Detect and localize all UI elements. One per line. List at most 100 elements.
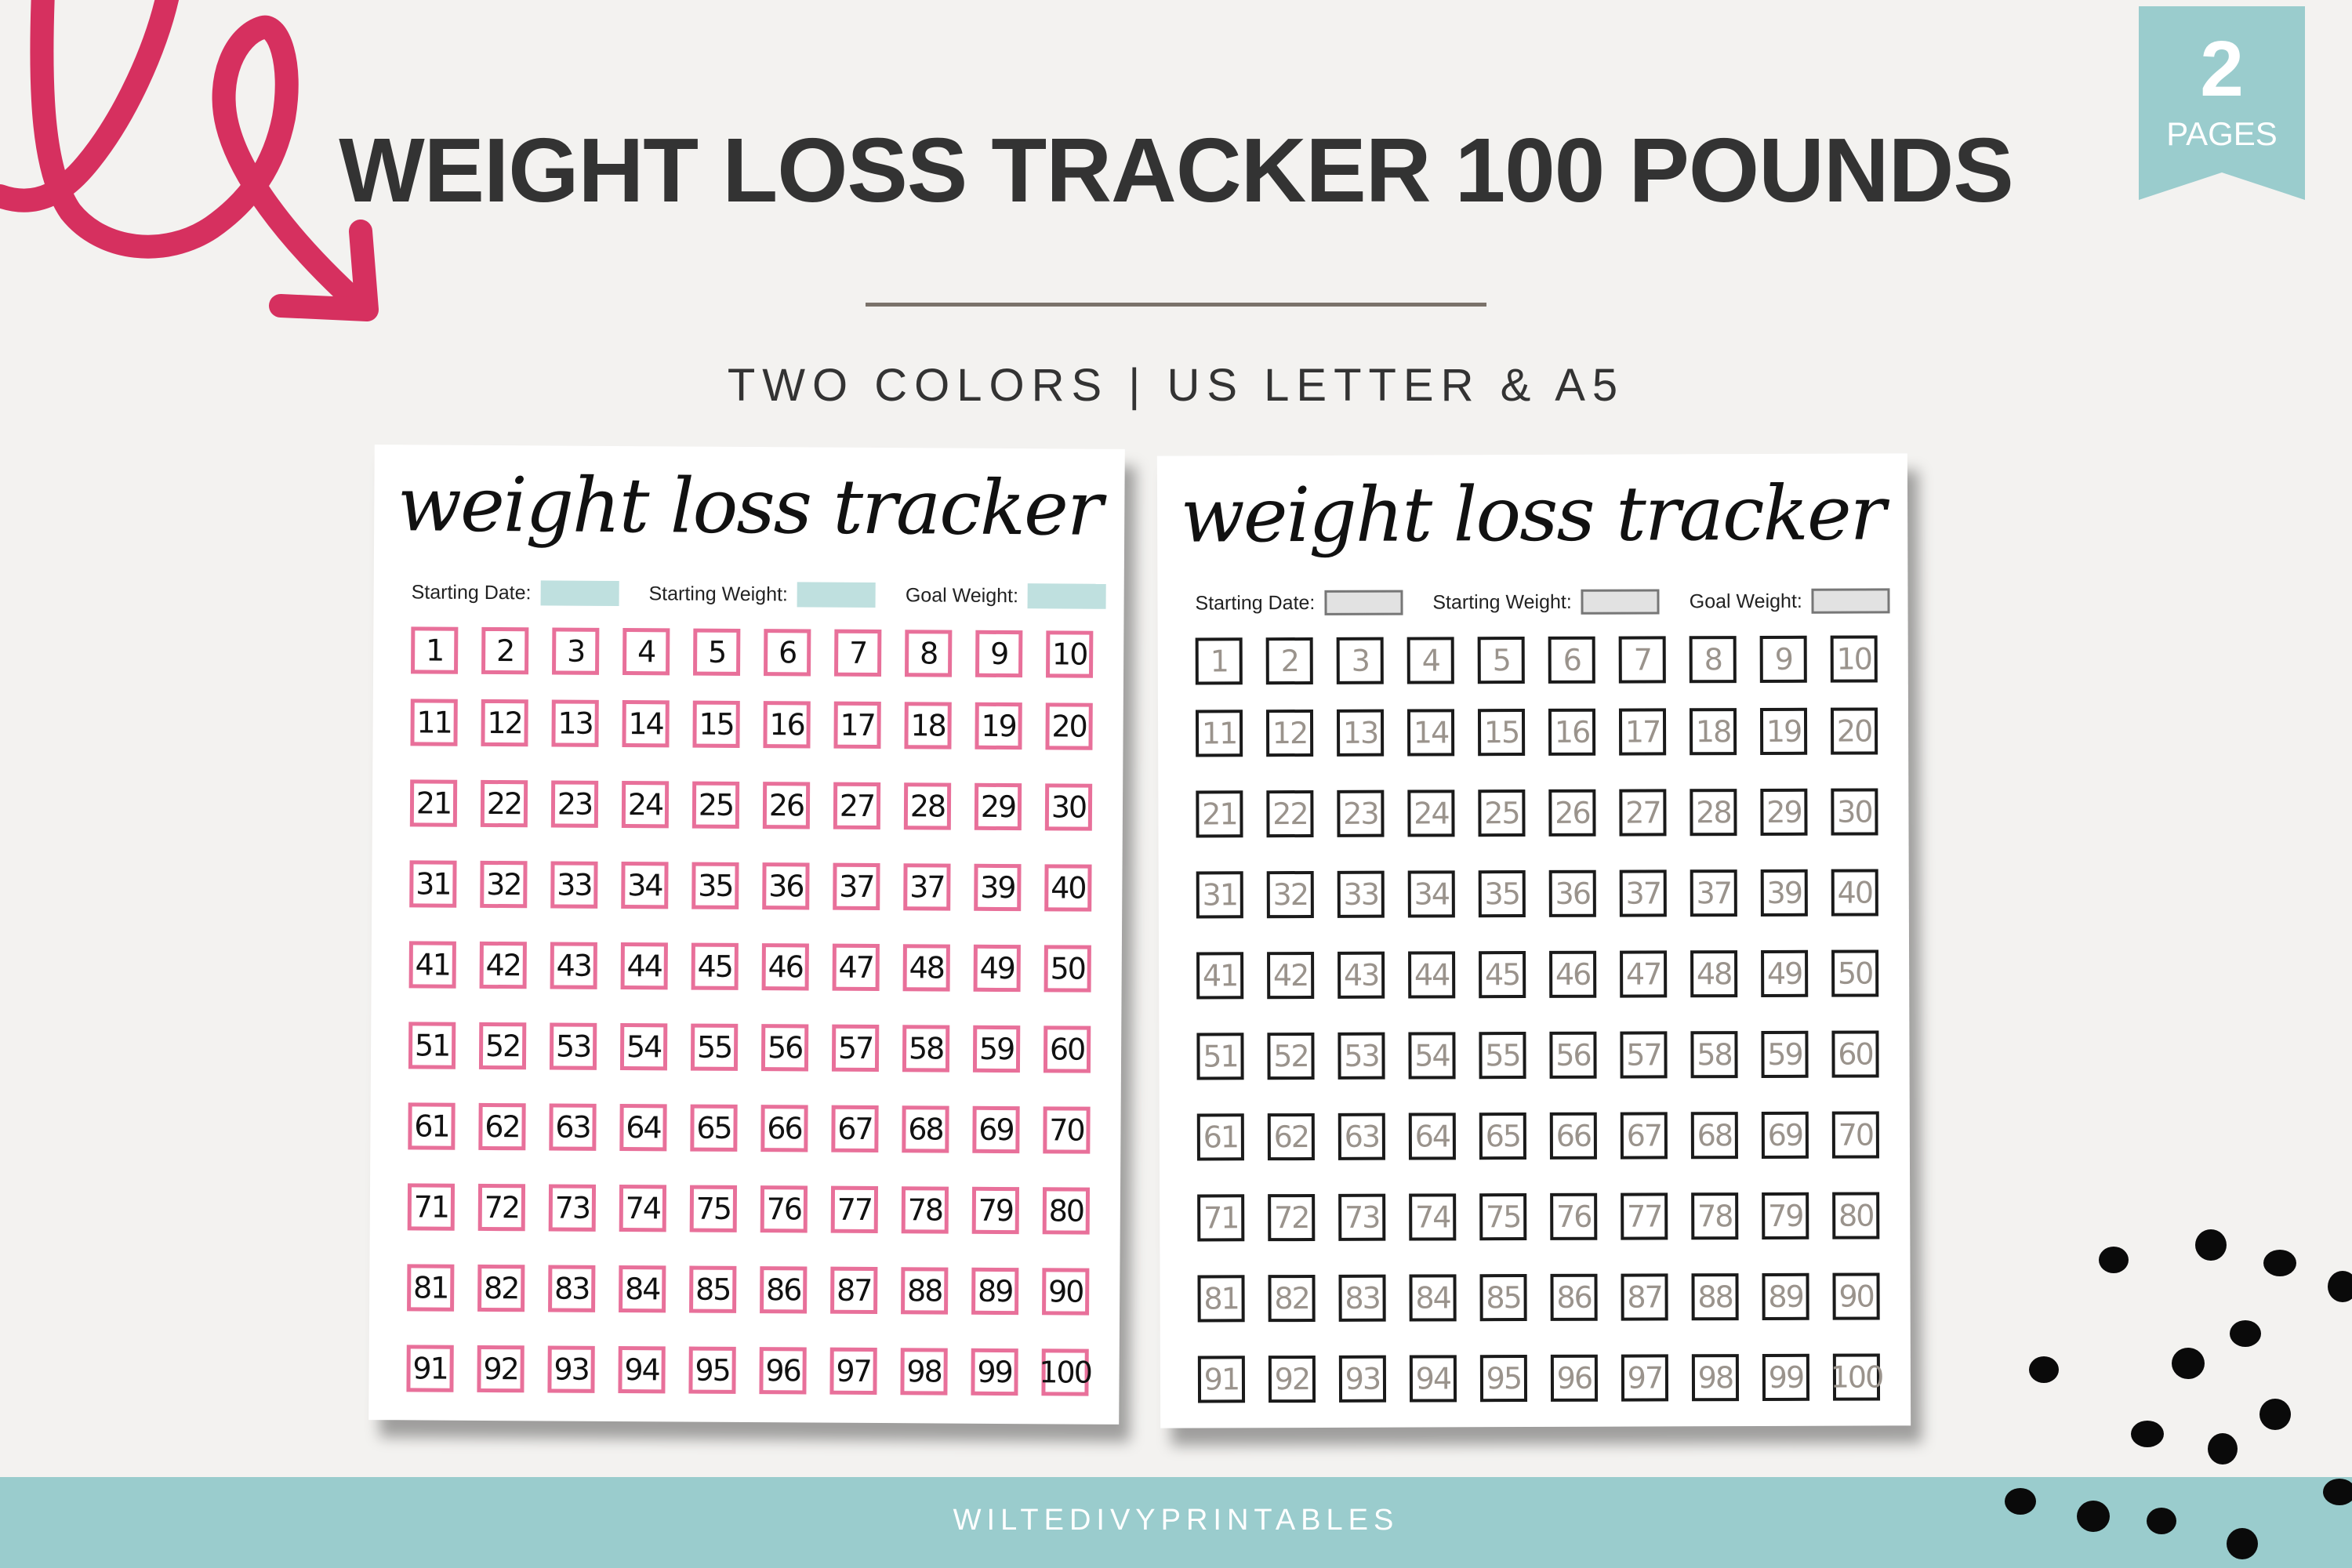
pound-box[interactable]: 55 [1479, 1032, 1526, 1080]
pound-box[interactable]: 81 [1197, 1275, 1245, 1323]
pound-box[interactable]: 47 [1620, 950, 1668, 998]
pound-box[interactable]: 47 [832, 943, 880, 992]
pound-box[interactable]: 14 [622, 700, 670, 748]
pound-box[interactable]: 24 [1407, 789, 1455, 837]
pound-box[interactable]: 80 [1832, 1192, 1880, 1240]
pound-box[interactable]: 28 [1690, 789, 1737, 837]
pound-box[interactable]: 57 [831, 1024, 880, 1073]
pound-box[interactable]: 53 [1338, 1032, 1385, 1080]
pound-box[interactable]: 63 [1338, 1112, 1385, 1160]
pound-box[interactable]: 57 [1620, 1031, 1668, 1079]
pound-box[interactable]: 71 [1197, 1194, 1245, 1242]
pound-box[interactable]: 30 [1044, 783, 1093, 831]
pound-box[interactable]: 92 [477, 1345, 524, 1393]
pound-box[interactable]: 42 [1267, 951, 1315, 1000]
pound-box[interactable]: 6 [1548, 636, 1595, 684]
pound-box[interactable]: 91 [406, 1345, 454, 1392]
pound-box[interactable]: 67 [1620, 1112, 1668, 1160]
pound-box[interactable]: 85 [689, 1265, 737, 1313]
pound-box[interactable]: 32 [1266, 870, 1314, 919]
pound-box[interactable]: 11 [1195, 710, 1243, 757]
pound-box[interactable]: 64 [1408, 1112, 1456, 1160]
pound-box[interactable]: 91 [1197, 1356, 1246, 1403]
pound-box[interactable]: 2 [1265, 637, 1313, 685]
pound-box[interactable]: 100 [1039, 1348, 1091, 1396]
pound-box[interactable]: 83 [548, 1265, 596, 1312]
pound-box[interactable]: 27 [833, 782, 881, 830]
pound-box[interactable]: 9 [1759, 635, 1807, 683]
pound-box[interactable]: 29 [974, 782, 1022, 831]
pound-box[interactable]: 41 [408, 941, 456, 989]
pound-box[interactable]: 21 [1196, 790, 1243, 838]
pound-box[interactable]: 86 [760, 1266, 808, 1314]
pound-box[interactable]: 56 [1549, 1031, 1597, 1079]
pound-box[interactable]: 70 [1043, 1106, 1091, 1154]
pound-box[interactable]: 87 [830, 1266, 878, 1315]
pound-box[interactable]: 25 [1478, 789, 1526, 837]
pound-box[interactable]: 23 [550, 780, 599, 828]
pound-box[interactable]: 8 [1689, 636, 1737, 684]
pound-box[interactable]: 66 [760, 1105, 808, 1152]
pound-box[interactable]: 72 [1268, 1193, 1316, 1242]
pound-box[interactable]: 37 [833, 862, 880, 911]
pound-box[interactable]: 73 [1338, 1193, 1386, 1241]
pound-box[interactable]: 10 [1830, 635, 1878, 683]
pound-box[interactable]: 73 [548, 1184, 597, 1232]
pound-box[interactable]: 79 [1762, 1192, 1809, 1240]
pound-box[interactable]: 65 [690, 1104, 738, 1152]
pound-box[interactable]: 31 [1196, 871, 1243, 919]
pound-box[interactable]: 4 [622, 628, 670, 676]
pound-box[interactable]: 59 [1761, 1030, 1809, 1078]
pound-box[interactable]: 98 [900, 1348, 948, 1396]
pound-box[interactable]: 77 [1621, 1192, 1668, 1240]
pound-box[interactable]: 41 [1196, 952, 1244, 1000]
pound-box[interactable]: 32 [480, 860, 528, 909]
pound-box[interactable]: 40 [1044, 864, 1092, 912]
starting-weight-field[interactable] [1581, 589, 1660, 615]
pound-box[interactable]: 33 [550, 861, 598, 909]
pound-box[interactable]: 71 [407, 1183, 456, 1231]
pound-box[interactable]: 49 [973, 944, 1021, 993]
pound-box[interactable]: 77 [830, 1185, 879, 1234]
pound-box[interactable]: 12 [1265, 709, 1314, 757]
pound-box[interactable]: 58 [1690, 1031, 1738, 1079]
starting-date-field[interactable] [540, 580, 619, 606]
pound-box[interactable]: 46 [761, 943, 809, 991]
pound-box[interactable]: 52 [478, 1022, 527, 1070]
pound-box[interactable]: 27 [1619, 789, 1667, 837]
pound-box[interactable]: 69 [1761, 1111, 1809, 1159]
pound-box[interactable]: 15 [1477, 709, 1526, 757]
pound-box[interactable]: 60 [1831, 1030, 1879, 1078]
pound-box[interactable]: 65 [1479, 1112, 1526, 1160]
pound-box[interactable]: 99 [1762, 1353, 1810, 1401]
pound-box[interactable]: 96 [1550, 1354, 1599, 1402]
pound-box[interactable]: 19 [1759, 707, 1808, 755]
pound-box[interactable]: 13 [551, 699, 599, 747]
pound-box[interactable]: 45 [691, 942, 739, 990]
pound-box[interactable]: 19 [975, 702, 1022, 750]
pound-box[interactable]: 72 [477, 1183, 526, 1232]
pound-box[interactable]: 35 [1478, 870, 1526, 918]
pound-box[interactable]: 18 [904, 702, 952, 750]
pound-box[interactable]: 13 [1336, 709, 1385, 757]
pound-box[interactable]: 37 [903, 863, 951, 911]
pound-box[interactable]: 12 [481, 699, 528, 747]
pound-box[interactable]: 93 [547, 1345, 595, 1393]
pound-box[interactable]: 78 [1691, 1192, 1739, 1240]
pound-box[interactable]: 82 [477, 1264, 525, 1312]
pound-box[interactable]: 56 [760, 1024, 809, 1072]
pound-box[interactable]: 88 [1691, 1273, 1739, 1321]
pound-box[interactable]: 21 [409, 779, 458, 827]
pound-box[interactable]: 78 [901, 1186, 949, 1234]
pound-box[interactable]: 97 [829, 1347, 877, 1396]
pound-box[interactable]: 96 [759, 1347, 807, 1395]
pound-box[interactable]: 7 [834, 629, 882, 677]
pound-box[interactable]: 79 [971, 1186, 1020, 1235]
pound-box[interactable]: 54 [619, 1023, 668, 1071]
pound-box[interactable]: 87 [1621, 1273, 1668, 1321]
pound-box[interactable]: 20 [1045, 702, 1093, 750]
pound-box[interactable]: 82 [1268, 1274, 1316, 1323]
pound-box[interactable]: 37 [1619, 869, 1667, 917]
pound-box[interactable]: 43 [550, 942, 597, 989]
pound-box[interactable]: 25 [691, 781, 740, 829]
